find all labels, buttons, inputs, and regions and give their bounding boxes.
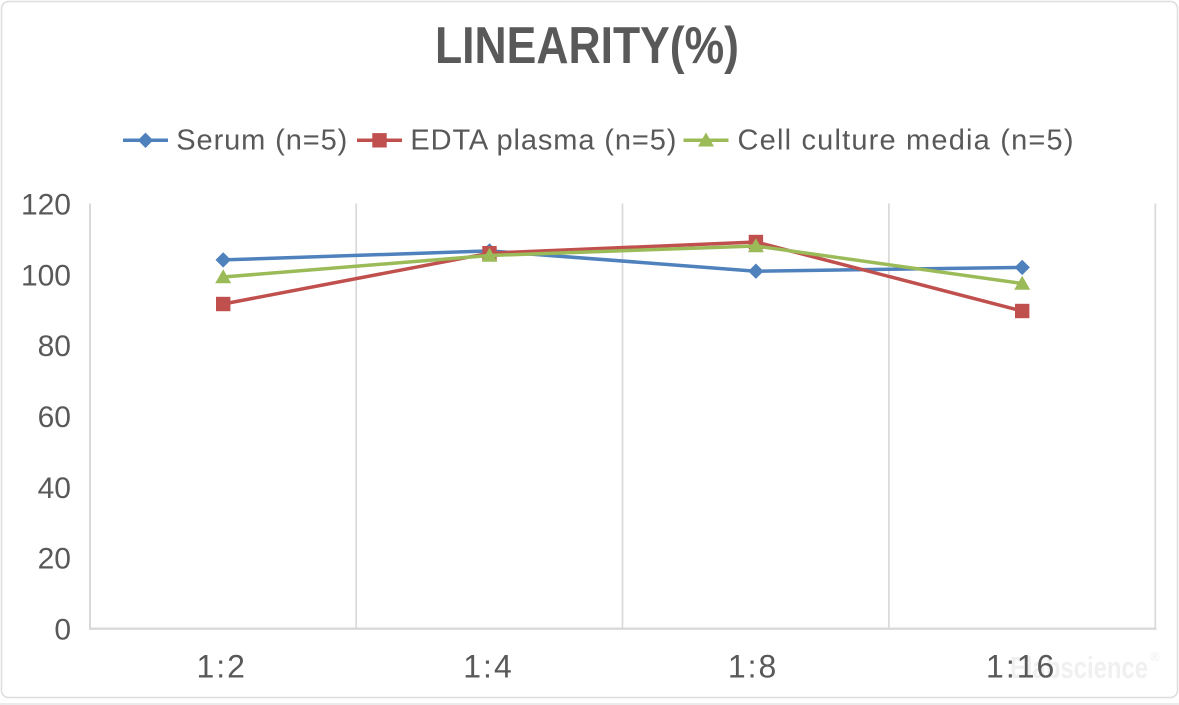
svg-text:0: 0: [54, 614, 71, 647]
svg-text:120: 120: [21, 189, 71, 222]
svg-text:EDTA plasma (n=5): EDTA plasma (n=5): [410, 125, 676, 157]
svg-text:Elabscience: Elabscience: [1010, 650, 1148, 685]
svg-text:1:16: 1:16: [986, 648, 1056, 684]
svg-text:100: 100: [21, 260, 71, 293]
svg-text:Serum (n=5): Serum (n=5): [176, 125, 347, 157]
svg-text:40: 40: [38, 472, 71, 505]
svg-text:80: 80: [38, 330, 71, 363]
svg-text:LINEARITY(%): LINEARITY(%): [435, 17, 739, 75]
svg-text:Cell culture media (n=5): Cell culture media (n=5): [738, 125, 1074, 157]
svg-text:60: 60: [38, 401, 71, 434]
svg-text:®: ®: [1150, 649, 1160, 664]
svg-text:1:4: 1:4: [463, 648, 513, 684]
svg-text:1:2: 1:2: [196, 648, 246, 684]
svg-text:1:8: 1:8: [728, 648, 778, 684]
svg-text:20: 20: [38, 543, 71, 576]
